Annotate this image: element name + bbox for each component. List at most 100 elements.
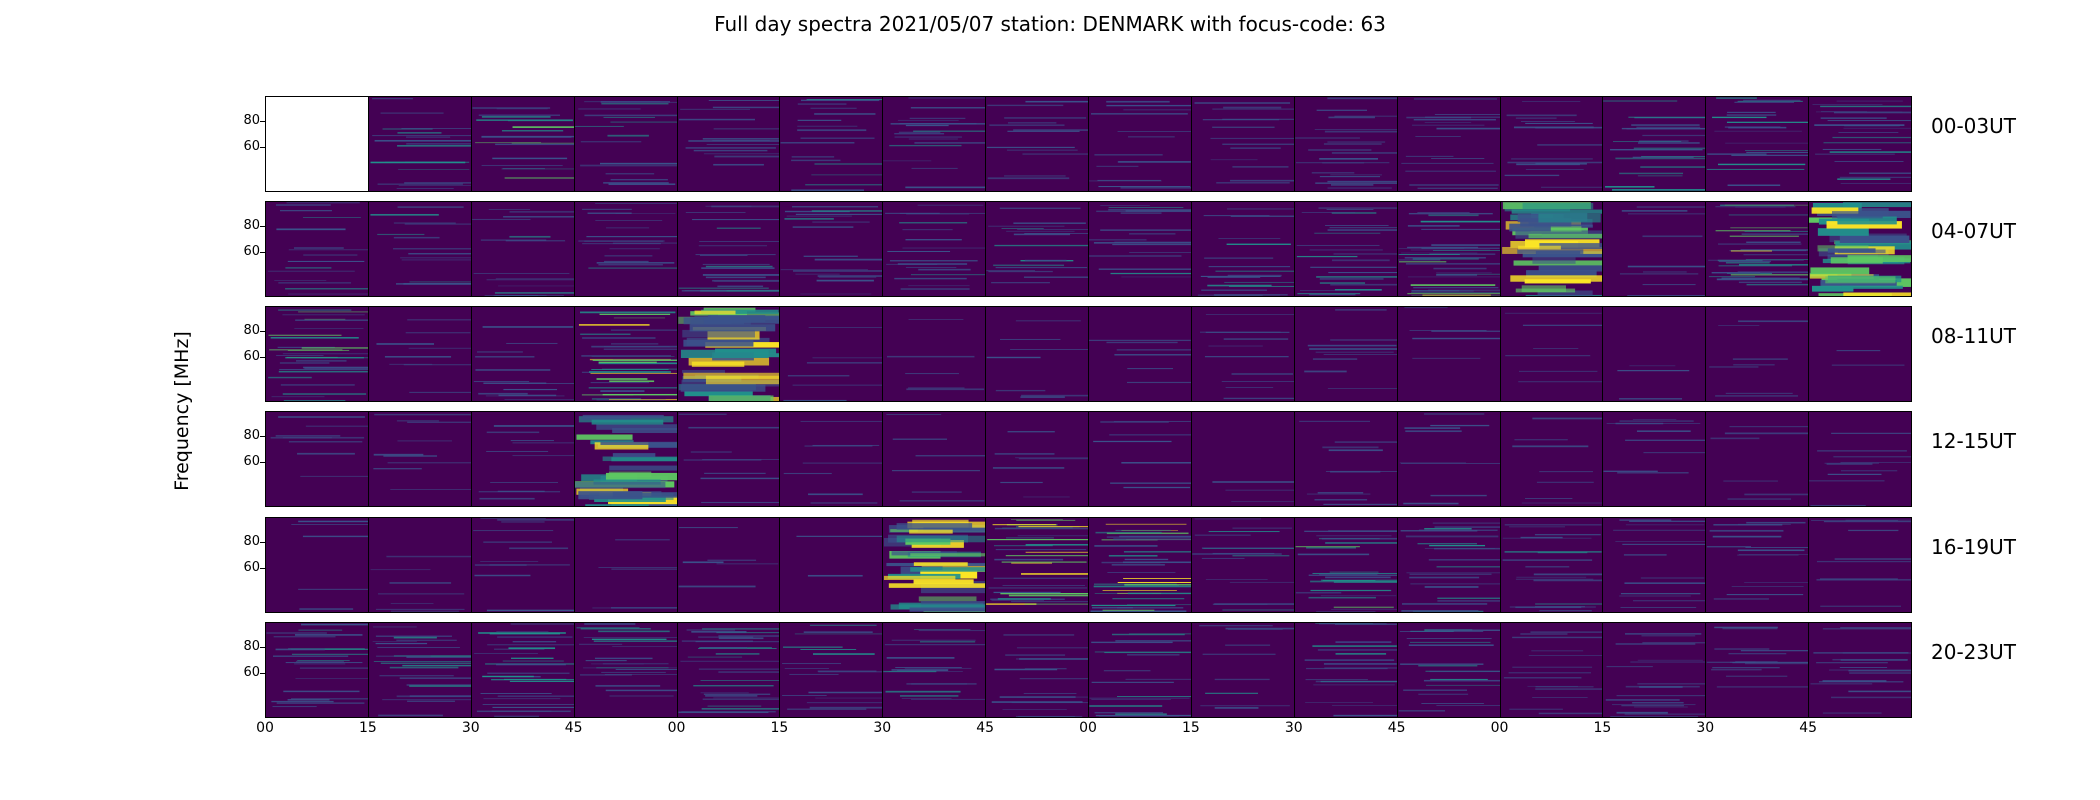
spectrum-streak	[486, 431, 539, 434]
spectrum-streak	[792, 384, 883, 386]
spectrum-panel	[1396, 411, 1501, 507]
spectrum-streak	[1025, 544, 1088, 546]
spectrum-panel	[1396, 517, 1501, 613]
spectrum-streak	[1314, 182, 1397, 184]
spectrum-streak	[1606, 666, 1654, 668]
spectrum-streak	[1225, 627, 1294, 630]
spectrum-streak	[1091, 698, 1171, 700]
spectrum-streak	[1626, 524, 1705, 526]
spectrum-panel	[265, 517, 369, 613]
spectrum-streak	[800, 137, 875, 139]
spectrum-streak	[1315, 351, 1394, 353]
spectrum-streak	[1827, 473, 1882, 475]
spectrum-streak	[1323, 143, 1382, 145]
spectrum-streak	[1331, 212, 1377, 214]
spectrum-panel	[265, 622, 369, 718]
spectrum-streak	[276, 702, 365, 704]
spectrum-streak	[1521, 101, 1580, 102]
spectrum-streak	[1741, 650, 1809, 652]
spectrum-panel	[676, 201, 781, 297]
spectrum-streak	[1513, 439, 1568, 441]
row-time-label: 12-15UT	[1931, 429, 2016, 453]
spectrum-streak	[1628, 213, 1706, 215]
spectrum-streak	[906, 213, 970, 215]
spectrum-streak	[994, 244, 1088, 247]
spectrum-streak	[712, 163, 764, 166]
spectrum-streak	[691, 219, 780, 221]
spectrum-streak	[716, 285, 763, 288]
spectrum-streak	[1428, 544, 1485, 547]
spectrum-streak	[687, 656, 742, 658]
spectrum-streak	[1006, 230, 1075, 232]
spectrum-streak	[474, 356, 535, 358]
spectrum-streak	[1508, 672, 1591, 674]
spectrum-streak	[282, 437, 332, 439]
spectrum-streak	[783, 399, 847, 401]
spectrum-streak	[1741, 233, 1809, 236]
spectrum-streak	[600, 441, 677, 445]
spectrum-streak	[1435, 272, 1492, 274]
spectrum-streak	[987, 146, 1075, 149]
spectrum-panel	[265, 306, 369, 402]
spectrum-streak	[1204, 356, 1289, 358]
spectrum-panel	[573, 411, 678, 507]
spectrum-streak	[1320, 595, 1396, 597]
spectrum-streak	[700, 267, 775, 269]
x-tick-label: 45	[976, 720, 995, 736]
spectrum-streak	[1404, 257, 1486, 259]
spectrum-streak	[1816, 662, 1888, 664]
spectrum-streak	[287, 349, 350, 351]
spectrum-streak	[1230, 215, 1294, 217]
spectrum-streak	[1011, 600, 1088, 603]
spectrum-streak	[1423, 528, 1472, 530]
spectrum-streak	[1732, 662, 1809, 664]
spectra-row: 80 60	[243, 201, 1912, 297]
y-tick-mark	[260, 647, 265, 648]
spectrum-streak	[1709, 366, 1759, 368]
spectrum-streak	[991, 701, 1083, 703]
spectrum-streak	[408, 347, 471, 349]
spectrum-streak	[1017, 535, 1088, 537]
spectrum-streak	[1820, 117, 1887, 119]
spectrum-streak	[804, 631, 874, 633]
spectrum-streak	[401, 128, 471, 129]
spectrum-streak	[1102, 589, 1177, 591]
spectrum-streak	[1515, 576, 1586, 578]
spectrum-streak	[986, 603, 1037, 605]
spectrum-streak	[607, 134, 649, 137]
spectrum-streak	[582, 414, 664, 419]
spectrum-streak	[512, 641, 556, 643]
spectrum-streak	[1335, 641, 1392, 643]
spectrum-streak	[1414, 136, 1461, 137]
spectrum-streak	[813, 653, 876, 655]
spectrum-streak	[1201, 557, 1245, 559]
spectrum-streak	[1715, 206, 1796, 208]
spectrum-streak	[681, 640, 753, 642]
spectrum-streak	[793, 270, 883, 272]
spectrum-streak	[1116, 349, 1191, 351]
spectrum-streak	[681, 369, 725, 374]
spectrum-streak	[808, 691, 883, 694]
spectrum-streak	[1401, 603, 1487, 605]
spectrum-streak	[1633, 600, 1706, 602]
spectrum-streak	[905, 186, 986, 189]
spectrum-streak	[993, 467, 1065, 469]
spectrum-streak	[1534, 126, 1603, 129]
spectrum-streak	[1522, 324, 1603, 326]
spectrum-streak	[1746, 241, 1801, 243]
x-tick-label: 15	[1181, 720, 1200, 736]
spectrum-streak	[1714, 130, 1803, 132]
spectrum-streak	[1831, 364, 1905, 366]
spectrum-streak	[1628, 265, 1706, 268]
spectrum-streak	[1304, 659, 1394, 661]
spectrum-panel	[1088, 517, 1192, 613]
spectrum-streak	[1430, 244, 1500, 246]
spectrum-streak	[1007, 149, 1078, 151]
spectrum-streak	[1409, 573, 1492, 575]
spectrum-streak	[1615, 541, 1706, 542]
spectrum-streak	[1121, 462, 1191, 464]
spectrum-streak	[1621, 705, 1685, 707]
spectrum-streak	[1320, 579, 1397, 581]
spectrum-streak	[498, 394, 556, 397]
spectrum-streak	[371, 97, 413, 100]
